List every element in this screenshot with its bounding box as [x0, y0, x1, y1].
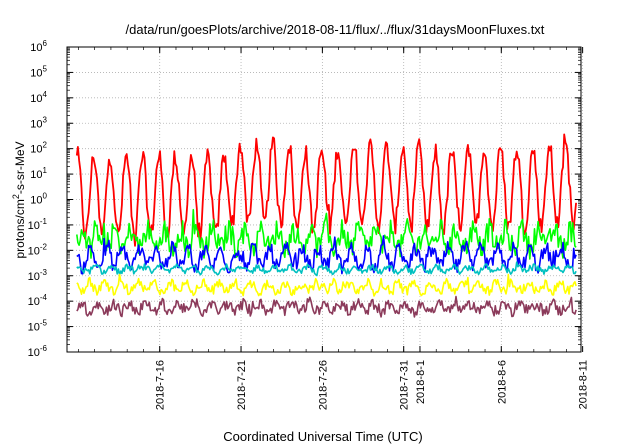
x-axis-label: Coordinated Universal Time (UTC) — [223, 429, 422, 444]
x-tick-label: 2018-8-11 — [578, 360, 590, 409]
x-tick-label: 2018-7-21 — [236, 360, 248, 410]
y-tick-label: 10-4 — [28, 293, 48, 308]
y-tick-label: 100 — [30, 192, 47, 207]
y-tick-label: 10-1 — [28, 217, 48, 232]
y-tick-label: 103 — [30, 115, 47, 130]
chart-title: /data/run/goesPlots/archive/2018-08-11/f… — [126, 22, 545, 37]
y-tick-label: 104 — [30, 90, 47, 105]
x-tick-label: 2018-7-31 — [399, 360, 411, 410]
x-axis-ticks: 2018-7-16 2018-7-21 2018-7-26 2018-7-31 2018… — [78, 47, 590, 410]
x-tick-label: 2018-8-6 — [496, 360, 508, 404]
x-tick-label: 2018-7-26 — [317, 360, 329, 410]
y-tick-label: 10-2 — [28, 242, 48, 257]
x-tick-label: 2018-7-16 — [155, 360, 167, 410]
y-tick-label: 10-6 — [28, 344, 48, 359]
series-line-6 — [76, 295, 577, 318]
y-tick-label: 102 — [30, 141, 47, 156]
series-line-5 — [76, 273, 577, 297]
y-tick-label: 101 — [30, 166, 47, 181]
y-tick-label: 105 — [30, 64, 47, 79]
y-axis-label: protons/cm2-s-sr-MeV — [11, 141, 27, 258]
y-tick-label: 106 — [30, 39, 47, 54]
y-tick-label: 10-5 — [28, 319, 48, 334]
y-axis-ticks: 10-6 10-5 10-4 10-3 10-2 10-1 100 101 102 103 104 1… — [28, 39, 581, 359]
series-line-1 — [75, 133, 577, 247]
series-line-4 — [76, 261, 577, 277]
x-tick-label: 2018-8-1 — [415, 360, 427, 404]
y-tick-label: 10-3 — [28, 268, 48, 283]
series-lines — [75, 133, 577, 318]
plot-frame — [66, 46, 582, 353]
series-line-2 — [76, 208, 577, 260]
